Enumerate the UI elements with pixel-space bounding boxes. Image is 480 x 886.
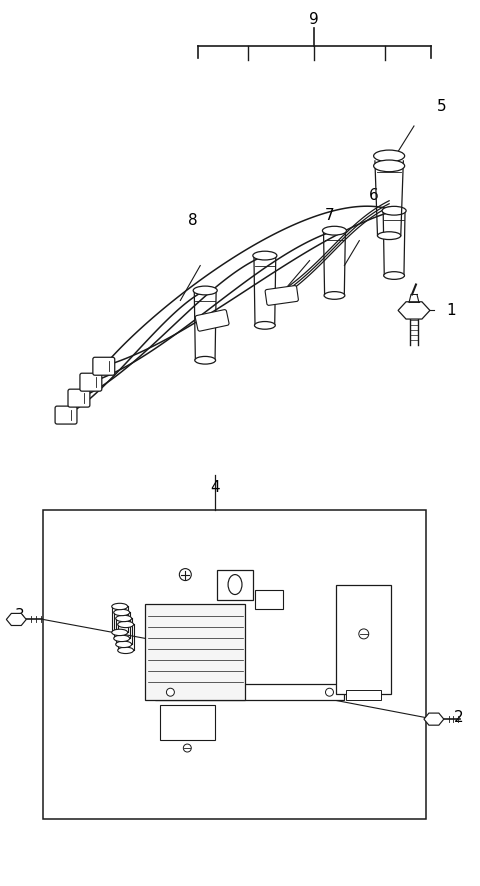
FancyBboxPatch shape — [93, 357, 115, 375]
Text: 6: 6 — [369, 189, 379, 203]
Polygon shape — [398, 302, 430, 319]
Circle shape — [180, 569, 192, 580]
Circle shape — [325, 688, 334, 696]
Bar — [336, 585, 391, 695]
Bar — [160, 705, 215, 740]
Circle shape — [359, 629, 369, 639]
Bar — [347, 690, 381, 700]
Text: 3: 3 — [14, 608, 24, 623]
FancyBboxPatch shape — [68, 389, 90, 407]
Bar — [217, 570, 253, 600]
Ellipse shape — [373, 150, 405, 162]
Circle shape — [183, 744, 192, 752]
Bar — [43, 509, 426, 819]
Text: 8: 8 — [189, 214, 198, 229]
Polygon shape — [6, 613, 26, 626]
Text: 9: 9 — [309, 12, 318, 27]
FancyBboxPatch shape — [145, 604, 245, 700]
FancyBboxPatch shape — [265, 285, 299, 306]
Ellipse shape — [116, 641, 132, 648]
Ellipse shape — [116, 615, 132, 622]
Ellipse shape — [195, 356, 216, 364]
Ellipse shape — [253, 252, 277, 260]
Ellipse shape — [254, 322, 275, 330]
Polygon shape — [424, 713, 444, 725]
Ellipse shape — [118, 647, 133, 654]
Ellipse shape — [384, 272, 405, 279]
FancyBboxPatch shape — [55, 406, 77, 424]
Text: 5: 5 — [437, 98, 446, 113]
Circle shape — [167, 688, 174, 696]
Ellipse shape — [377, 232, 401, 239]
Ellipse shape — [112, 603, 128, 610]
FancyBboxPatch shape — [195, 309, 229, 331]
Text: 2: 2 — [454, 710, 464, 725]
Ellipse shape — [323, 226, 347, 235]
FancyBboxPatch shape — [80, 373, 102, 391]
Bar — [156, 684, 344, 700]
Ellipse shape — [382, 206, 406, 215]
Ellipse shape — [324, 291, 345, 299]
Text: 7: 7 — [324, 208, 334, 223]
Text: 1: 1 — [446, 303, 456, 318]
Ellipse shape — [373, 160, 405, 172]
Ellipse shape — [114, 610, 130, 616]
Ellipse shape — [112, 629, 128, 635]
Ellipse shape — [228, 575, 242, 595]
Text: 4: 4 — [210, 480, 220, 495]
Ellipse shape — [118, 621, 133, 627]
Ellipse shape — [114, 635, 130, 641]
Bar — [255, 589, 283, 610]
Ellipse shape — [193, 286, 217, 295]
